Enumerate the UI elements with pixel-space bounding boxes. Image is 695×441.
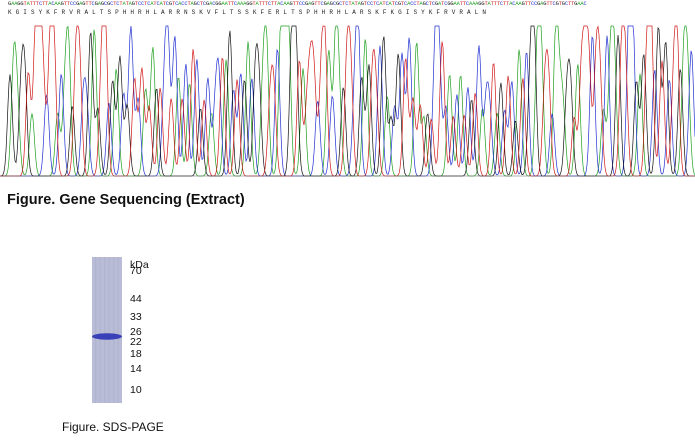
gel-marker-label: 18 [130,348,142,361]
gel-marker-label: 26 [130,325,142,338]
sequencing-chromatogram: GAAGGTATTTCTTACAAGTTCCGAGTTCGAGCGCTCTATA… [0,0,695,180]
gel-marker-label: 33 [130,311,142,323]
sds-page-gel-lane [92,257,122,403]
amino-acid-sequence: KGISYKFRVRALTSPHHRHLARRNSKVFLTSSKFERLTSP… [8,9,490,16]
gel-marker-label: 70 [130,265,142,277]
gel-streak [108,257,110,403]
protein-band [92,333,122,340]
chromatogram-trace [0,25,695,177]
gel-streak [99,257,101,403]
trace-g [0,25,695,177]
gel-streak [95,257,97,403]
gel-streak [113,257,115,403]
gel-marker-label: 44 [130,293,142,306]
gel-marker-label: 22 [130,335,142,348]
nucleotide-sequence: GAAGGTATTTCTTACAAGTTCCGAGTTCGAGCGCTCTATA… [8,1,587,7]
gel-marker-label: 14 [130,363,142,376]
gene-sequencing-caption: Figure. Gene Sequencing (Extract) [7,192,245,208]
gel-lane [92,257,122,403]
gel-streak [104,257,106,403]
sds-page-caption: Figure. SDS-PAGE [62,420,164,434]
gel-unit-label: kDa [130,259,149,271]
gel-marker-label: 10 [130,384,142,396]
gel-streak [117,257,119,403]
